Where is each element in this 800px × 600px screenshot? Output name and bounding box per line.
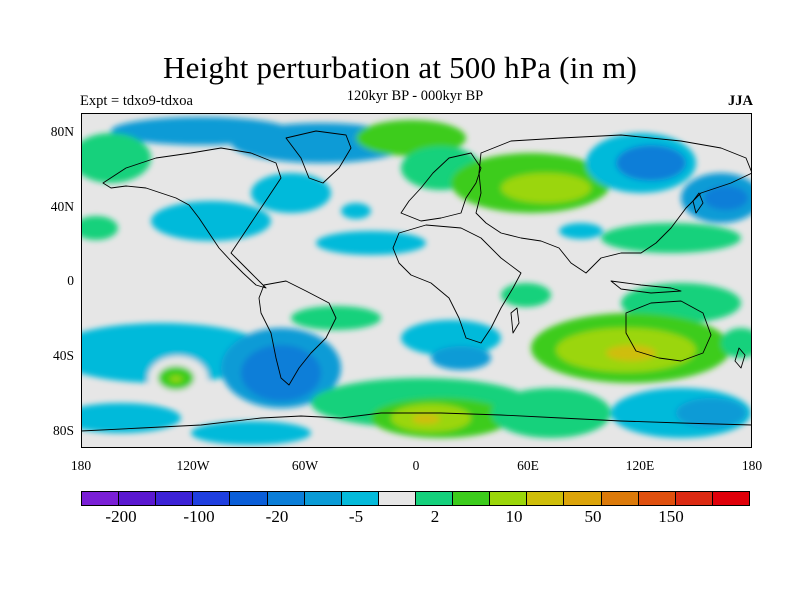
colorbar-label: -5	[348, 507, 364, 526]
colorbar-swatch	[82, 492, 120, 505]
contour-region	[170, 376, 182, 382]
colorbar-swatch	[193, 492, 231, 505]
colorbar-swatch	[341, 492, 379, 505]
contour-region	[81, 133, 151, 183]
coastline	[285, 130, 352, 184]
colorbar-swatch	[712, 492, 749, 505]
contour-region	[412, 414, 440, 424]
contour-region	[606, 345, 656, 361]
lon-label: 180	[70, 458, 92, 473]
coastline	[81, 412, 752, 432]
lon-label: 60E	[517, 458, 539, 473]
contour-region	[501, 173, 591, 203]
lon-label: 60W	[291, 458, 319, 473]
contour-region	[241, 345, 321, 401]
contour-region	[601, 223, 741, 253]
contour-region	[251, 173, 331, 213]
lat-label: 40N	[50, 199, 74, 214]
colorbar-swatch	[304, 492, 342, 505]
colorbar-swatch	[601, 492, 639, 505]
map-subtitle: 120kyr BP - 000kyr BP	[346, 88, 484, 104]
colorbar-swatch	[119, 492, 157, 505]
colorbar-swatch	[490, 492, 528, 505]
contour-region	[491, 388, 611, 438]
colorbar-swatch	[156, 492, 194, 505]
colorbar-swatch	[564, 492, 602, 505]
contour-region	[501, 283, 551, 307]
contour-region	[341, 203, 371, 219]
coastline	[392, 224, 522, 344]
coastline	[510, 307, 520, 334]
contour-region	[559, 223, 603, 239]
colorbar	[81, 491, 750, 506]
coastline	[734, 347, 746, 369]
lon-label: 180	[741, 458, 763, 473]
contour-region	[81, 403, 181, 433]
season-label: JJA	[728, 93, 753, 109]
contour-region	[616, 145, 686, 181]
colorbar-swatch	[267, 492, 305, 505]
colorbar-swatch	[527, 492, 565, 505]
contour-region	[676, 398, 746, 428]
contour-region	[401, 320, 501, 356]
coastline	[102, 147, 282, 289]
contour-region	[191, 421, 311, 445]
colorbar-label: -100	[183, 507, 215, 526]
colorbar-swatch	[638, 492, 676, 505]
colorbar-label: -20	[265, 507, 289, 526]
coastline	[475, 134, 752, 274]
colorbar-label: 50	[584, 507, 602, 526]
colorbar-label: 10	[505, 507, 523, 526]
coastline	[258, 280, 337, 386]
contour-region	[81, 216, 118, 240]
contour-region	[316, 231, 426, 255]
coastline	[400, 152, 482, 222]
lat-label: 0	[67, 273, 74, 288]
contour-region	[704, 186, 748, 210]
lat-label: 80S	[52, 423, 74, 438]
colorbar-swatch	[378, 492, 416, 505]
colorbar-swatch	[415, 492, 454, 505]
lon-label: 120E	[625, 458, 655, 473]
lat-label: 40S	[52, 348, 74, 363]
lon-label: 120W	[176, 458, 210, 473]
contour-region	[431, 346, 491, 370]
contour-region	[151, 201, 271, 241]
contour-region	[721, 328, 752, 358]
lat-label: 80N	[50, 124, 74, 139]
experiment-label: Expt = tdxo9-tdxoa	[80, 93, 193, 109]
map-plot	[81, 113, 752, 448]
colorbar-swatch	[453, 492, 491, 505]
coastline	[625, 300, 712, 362]
colorbar-label: -200	[105, 507, 137, 526]
coastline	[610, 280, 682, 294]
colorbar-label: 2	[430, 507, 440, 526]
map-title: Height perturbation at 500 hPa (in m)	[162, 50, 638, 85]
colorbar-swatch	[230, 492, 268, 505]
coastline	[692, 192, 704, 214]
colorbar-swatch	[675, 492, 713, 505]
colorbar-label: 150	[658, 507, 684, 526]
lon-label: 0	[412, 458, 420, 473]
